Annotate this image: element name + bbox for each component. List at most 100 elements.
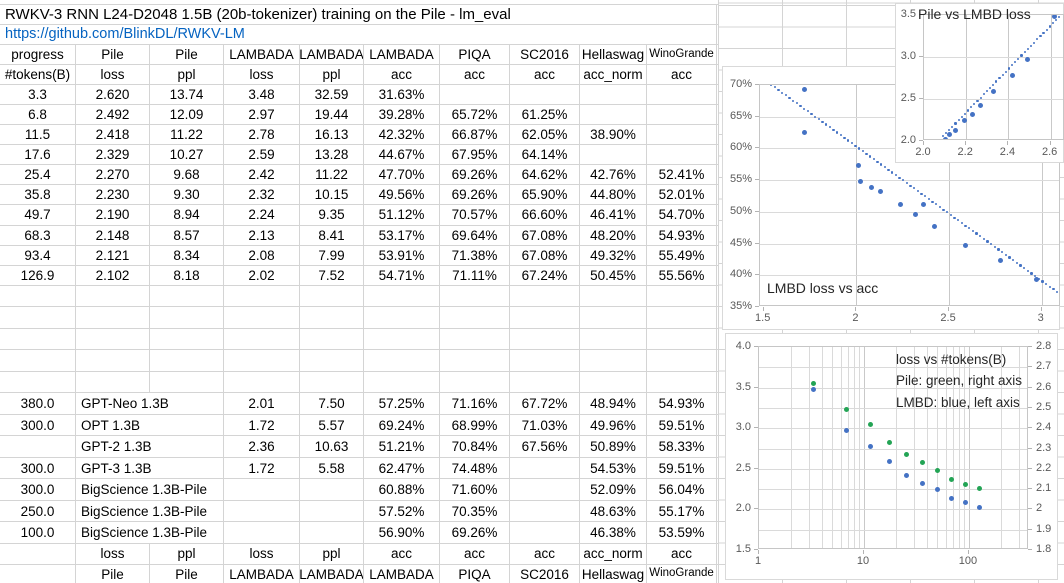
- table-cell[interactable]: [510, 285, 580, 307]
- table-cell[interactable]: 44.80%: [580, 185, 647, 205]
- table-cell[interactable]: [580, 307, 647, 328]
- table-cell[interactable]: Pile: [76, 565, 150, 583]
- table-cell[interactable]: [224, 500, 300, 522]
- table-cell[interactable]: 1.72: [224, 414, 300, 436]
- table-cell[interactable]: 56.90%: [364, 522, 440, 543]
- table-cell[interactable]: [150, 371, 224, 393]
- table-cell[interactable]: Pile: [150, 44, 224, 64]
- table-cell[interactable]: 2.42: [224, 165, 300, 185]
- table-cell[interactable]: 2.190: [76, 205, 150, 225]
- table-cell[interactable]: 11.22: [150, 125, 224, 145]
- table-cell[interactable]: [510, 500, 580, 522]
- github-link[interactable]: https://github.com/BlinkDL/RWKV-LM: [0, 24, 717, 44]
- table-cell[interactable]: 2.08: [224, 245, 300, 265]
- table-cell[interactable]: 48.63%: [580, 500, 647, 522]
- table-cell[interactable]: [647, 125, 717, 145]
- table-cell[interactable]: 2.121: [76, 245, 150, 265]
- table-cell[interactable]: acc: [364, 543, 440, 565]
- table-cell[interactable]: [580, 285, 647, 307]
- table-cell[interactable]: 57.25%: [364, 393, 440, 414]
- table-cell[interactable]: 66.60%: [510, 205, 580, 225]
- table-cell[interactable]: [364, 371, 440, 393]
- table-cell[interactable]: 11.22: [300, 165, 364, 185]
- table-cell[interactable]: [224, 522, 300, 543]
- table-cell[interactable]: [580, 328, 647, 350]
- table-cell[interactable]: LAMBADA: [224, 44, 300, 64]
- table-cell[interactable]: [0, 328, 76, 350]
- model-name-cell[interactable]: BigScience 1.3B-Pile: [76, 522, 224, 543]
- table-cell[interactable]: 17.6: [0, 145, 76, 165]
- table-cell[interactable]: 7.50: [300, 393, 364, 414]
- table-cell[interactable]: [224, 285, 300, 307]
- table-cell[interactable]: 50.45%: [580, 265, 647, 285]
- table-cell[interactable]: 250.0: [0, 500, 76, 522]
- table-cell[interactable]: 57.52%: [364, 500, 440, 522]
- table-cell[interactable]: 3.48: [224, 84, 300, 104]
- table-cell[interactable]: 66.87%: [440, 125, 510, 145]
- table-cell[interactable]: [510, 479, 580, 500]
- table-cell[interactable]: 47.70%: [364, 165, 440, 185]
- table-cell[interactable]: 13.28: [300, 145, 364, 165]
- table-cell[interactable]: 126.9: [0, 265, 76, 285]
- table-cell[interactable]: 7.99: [300, 245, 364, 265]
- table-cell[interactable]: [364, 285, 440, 307]
- table-cell[interactable]: 300.0: [0, 414, 76, 436]
- table-cell[interactable]: 52.01%: [647, 185, 717, 205]
- table-cell[interactable]: 2.59: [224, 145, 300, 165]
- table-cell[interactable]: 10.63: [300, 436, 364, 457]
- table-cell[interactable]: 300.0: [0, 457, 76, 479]
- table-cell[interactable]: acc: [510, 64, 580, 84]
- table-cell[interactable]: 2.620: [76, 84, 150, 104]
- table-cell[interactable]: [580, 371, 647, 393]
- table-cell[interactable]: 2.230: [76, 185, 150, 205]
- table-cell[interactable]: loss: [224, 64, 300, 84]
- table-cell[interactable]: [300, 285, 364, 307]
- table-cell[interactable]: 70.57%: [440, 205, 510, 225]
- table-cell[interactable]: [647, 328, 717, 350]
- table-cell[interactable]: 13.74: [150, 84, 224, 104]
- table-cell[interactable]: [300, 371, 364, 393]
- table-cell[interactable]: WinoGrande: [647, 44, 717, 64]
- table-cell[interactable]: [224, 371, 300, 393]
- table-cell[interactable]: [150, 350, 224, 371]
- table-cell[interactable]: 64.14%: [510, 145, 580, 165]
- table-cell[interactable]: [440, 84, 510, 104]
- table-cell[interactable]: [0, 307, 76, 328]
- table-cell[interactable]: LAMBADA: [300, 44, 364, 64]
- table-cell[interactable]: 70.84%: [440, 436, 510, 457]
- model-name-cell[interactable]: GPT-2 1.3B: [76, 436, 224, 457]
- table-cell[interactable]: 2.32: [224, 185, 300, 205]
- table-cell[interactable]: 51.12%: [364, 205, 440, 225]
- table-cell[interactable]: Pile: [150, 565, 224, 583]
- table-cell[interactable]: [440, 371, 510, 393]
- table-cell[interactable]: 2.13: [224, 225, 300, 245]
- table-cell[interactable]: [150, 285, 224, 307]
- table-cell[interactable]: [76, 371, 150, 393]
- table-cell[interactable]: 46.41%: [580, 205, 647, 225]
- table-cell[interactable]: 2.148: [76, 225, 150, 245]
- table-cell[interactable]: 60.88%: [364, 479, 440, 500]
- table-cell[interactable]: [150, 307, 224, 328]
- table-cell[interactable]: [224, 307, 300, 328]
- table-cell[interactable]: 48.94%: [580, 393, 647, 414]
- table-cell[interactable]: 71.11%: [440, 265, 510, 285]
- table-cell[interactable]: 93.4: [0, 245, 76, 265]
- table-cell[interactable]: [580, 350, 647, 371]
- table-cell[interactable]: 380.0: [0, 393, 76, 414]
- table-cell[interactable]: LAMBADA: [300, 565, 364, 583]
- table-cell[interactable]: 3.3: [0, 84, 76, 104]
- table-cell[interactable]: WinoGrande: [647, 565, 717, 583]
- table-cell[interactable]: 2.418: [76, 125, 150, 145]
- table-cell[interactable]: [300, 307, 364, 328]
- table-cell[interactable]: 68.3: [0, 225, 76, 245]
- table-cell[interactable]: 19.44: [300, 104, 364, 125]
- table-cell[interactable]: 16.13: [300, 125, 364, 145]
- table-cell[interactable]: acc_norm: [580, 543, 647, 565]
- table-cell[interactable]: Hellaswag: [580, 565, 647, 583]
- table-cell[interactable]: 25.4: [0, 165, 76, 185]
- table-cell[interactable]: 9.30: [150, 185, 224, 205]
- table-cell[interactable]: acc: [440, 64, 510, 84]
- table-cell[interactable]: 42.32%: [364, 125, 440, 145]
- table-cell[interactable]: [440, 350, 510, 371]
- table-cell[interactable]: 61.25%: [510, 104, 580, 125]
